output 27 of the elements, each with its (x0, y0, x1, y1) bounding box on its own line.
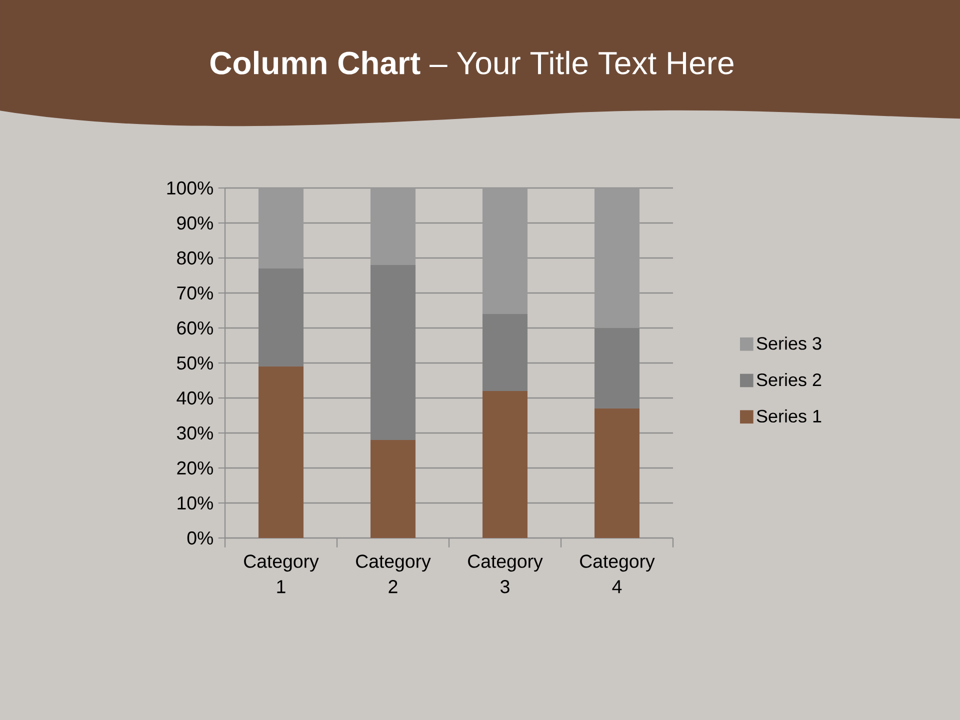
y-tick-label: 90% (177, 216, 213, 230)
bar (370, 440, 416, 538)
legend-label: Series 3 (756, 336, 822, 350)
bar (258, 268, 304, 366)
y-tick-label: 10% (178, 496, 213, 510)
bar (594, 408, 640, 538)
y-tick-label: 60% (177, 321, 213, 335)
x-tick-label: Category 4 (580, 554, 655, 594)
y-tick-label: 40% (176, 391, 213, 405)
y-tick-label: 80% (177, 251, 213, 265)
chart-title: Column Chart – Your Title Text Here (210, 50, 734, 74)
bar (594, 328, 640, 408)
bar (370, 264, 416, 440)
bar (482, 390, 528, 538)
x-tick-label: Category 3 (468, 554, 543, 594)
bar (482, 314, 528, 391)
bar (258, 366, 304, 538)
y-tick-label: 70% (177, 286, 213, 300)
x-tick-label: Category 2 (356, 554, 431, 594)
y-tick-label: 20% (177, 461, 213, 475)
y-tick-label: 30% (176, 426, 213, 440)
y-tick-label: 0% (187, 531, 213, 545)
x-tick-label: Category 1 (244, 554, 319, 594)
legend-label: Series 2 (756, 372, 822, 386)
y-tick-label: 100% (167, 181, 213, 195)
y-tick-label: 50% (177, 356, 213, 370)
legend-label: Series 1 (756, 409, 822, 423)
